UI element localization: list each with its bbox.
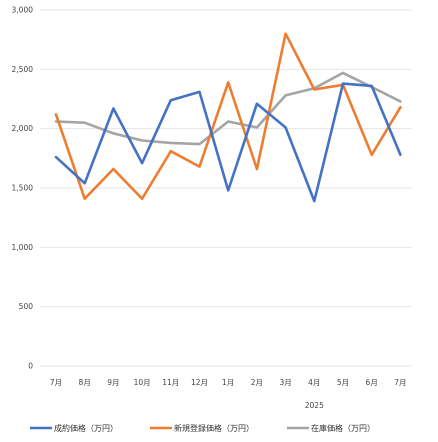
y-tick-label: 0 (28, 362, 33, 371)
legend-item: 在庫価格（万円） (287, 423, 375, 433)
x-tick-label: 3月 (279, 378, 291, 387)
x-tick-label: 10月 (134, 378, 151, 387)
series-line-3 (54, 71, 402, 146)
y-tick-label: 3,000 (12, 6, 34, 15)
legend-item: 成約価格（万円） (30, 423, 118, 433)
x-tick-label: 9月 (107, 378, 119, 387)
series-line-2 (54, 32, 402, 200)
x-tick-label: 12月 (191, 378, 208, 387)
x-tick-label: 6月 (366, 378, 378, 387)
x-tick-label: 7月 (50, 378, 62, 387)
x-tick-label: 7月 (394, 378, 406, 387)
legend-label: 新規登録価格（万円） (174, 423, 254, 433)
x-tick-label: 11月 (162, 378, 179, 387)
series-lines (54, 32, 402, 203)
y-tick-label: 500 (19, 302, 34, 311)
y-tick-label: 2,500 (12, 65, 34, 74)
legend-label: 成約価格（万円） (54, 423, 118, 433)
y-tick-label: 2,000 (12, 124, 34, 133)
legend-item: 新規登録価格（万円） (150, 423, 254, 433)
x-tick-label: 1月 (222, 378, 234, 387)
series-line-1 (54, 82, 402, 203)
x-tick-label: 5月 (337, 378, 349, 387)
x-tick-label: 8月 (79, 378, 91, 387)
y-tick-label: 1,000 (12, 243, 34, 252)
legend-label: 在庫価格（万円） (311, 423, 375, 433)
x-tick-label: 2月 (251, 378, 263, 387)
x-axis-ticks: 7月 8月 9月 10月 11月 12月 1月 2月 3月 4月 5月 6月 7月 (50, 378, 407, 387)
x-tick-label: 4月 (308, 378, 320, 387)
y-tick-label: 1,500 (12, 184, 34, 193)
legend: 成約価格（万円） 新規登録価格（万円） 在庫価格（万円） (30, 423, 375, 433)
x-axis-year-label: 2025 (305, 401, 324, 410)
y-axis-ticks: 0 500 1,000 1,500 2,000 2,500 3,000 (12, 6, 34, 371)
